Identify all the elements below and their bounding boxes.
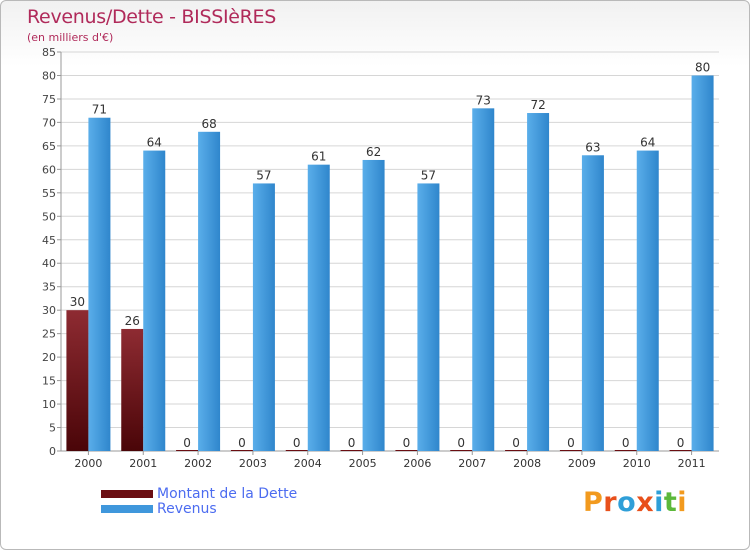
bar-revenus <box>581 155 604 452</box>
legend-swatch-dette <box>101 490 153 498</box>
y-tick-label: 0 <box>49 445 56 458</box>
data-label-revenus: 57 <box>256 168 271 182</box>
bar-revenus <box>88 117 111 451</box>
bar-revenus <box>252 183 275 451</box>
x-tick-label: 2005 <box>349 457 377 470</box>
bar-revenus <box>143 150 166 451</box>
y-tick-label: 15 <box>42 375 56 388</box>
data-label-dette: 0 <box>457 436 465 450</box>
y-tick-label: 35 <box>42 281 56 294</box>
x-tick-label: 2000 <box>74 457 102 470</box>
data-label-dette: 0 <box>567 436 575 450</box>
data-label-revenus: 71 <box>92 103 107 117</box>
x-tick-label: 2007 <box>458 457 486 470</box>
y-tick-label: 25 <box>42 328 56 341</box>
data-label-dette: 0 <box>183 436 191 450</box>
bar-revenus <box>417 183 440 451</box>
y-tick-label: 30 <box>42 304 56 317</box>
proxiti-logo: Proxiti <box>583 487 688 518</box>
data-label-revenus: 64 <box>640 136 655 150</box>
data-label-dette: 0 <box>403 436 411 450</box>
y-tick-label: 55 <box>42 187 56 200</box>
y-tick-label: 85 <box>42 46 56 59</box>
y-tick-label: 20 <box>42 351 56 364</box>
bar-revenus <box>691 75 714 452</box>
data-label-revenus: 80 <box>695 60 710 74</box>
bar-revenus <box>472 108 495 452</box>
x-tick-label: 2002 <box>184 457 212 470</box>
x-tick-label: 2003 <box>239 457 267 470</box>
data-label-dette: 0 <box>622 436 630 450</box>
data-label-revenus: 73 <box>476 93 491 107</box>
data-label-revenus: 64 <box>147 136 162 150</box>
data-label-dette: 0 <box>677 436 685 450</box>
x-tick-label: 2009 <box>568 457 596 470</box>
data-label-revenus: 68 <box>201 117 216 131</box>
data-label-dette: 0 <box>512 436 520 450</box>
bar-dette <box>121 328 144 451</box>
x-tick-label: 2001 <box>129 457 157 470</box>
y-tick-label: 45 <box>42 234 56 247</box>
bar-dette <box>66 310 89 451</box>
bar-revenus <box>198 131 221 452</box>
y-tick-label: 40 <box>42 257 56 270</box>
bar-revenus <box>527 113 550 451</box>
legend-swatch-revenus <box>101 505 153 513</box>
y-tick-label: 50 <box>42 210 56 223</box>
bar-revenus <box>307 164 330 452</box>
x-tick-label: 2006 <box>403 457 431 470</box>
y-tick-label: 75 <box>42 93 56 106</box>
data-label-revenus: 72 <box>530 98 545 112</box>
data-label-revenus: 63 <box>585 140 600 154</box>
x-tick-label: 2011 <box>678 457 706 470</box>
x-tick-label: 2010 <box>623 457 651 470</box>
y-tick-label: 60 <box>42 163 56 176</box>
data-label-revenus: 57 <box>421 168 436 182</box>
bar-revenus <box>636 150 659 451</box>
legend-label-dette: Montant de la Dette <box>157 486 298 502</box>
data-label-dette: 26 <box>125 314 140 328</box>
data-label-dette: 0 <box>348 436 356 450</box>
chart-title: Revenus/Dette - BISSIèRES <box>27 6 277 28</box>
data-label-dette: 30 <box>70 295 85 309</box>
x-tick-label: 2008 <box>513 457 541 470</box>
data-label-dette: 0 <box>238 436 246 450</box>
bar-revenus <box>362 159 385 451</box>
legend-label-revenus: Revenus <box>157 501 217 517</box>
y-tick-label: 10 <box>42 398 56 411</box>
y-tick-label: 5 <box>49 422 56 435</box>
data-label-dette: 0 <box>293 436 301 450</box>
chart-subtitle: (en milliers d'€) <box>27 31 114 44</box>
x-tick-label: 2004 <box>294 457 322 470</box>
y-tick-label: 70 <box>42 116 56 129</box>
y-tick-label: 80 <box>42 69 56 82</box>
data-label-revenus: 62 <box>366 145 381 159</box>
data-label-revenus: 61 <box>311 150 326 164</box>
y-tick-label: 65 <box>42 140 56 153</box>
